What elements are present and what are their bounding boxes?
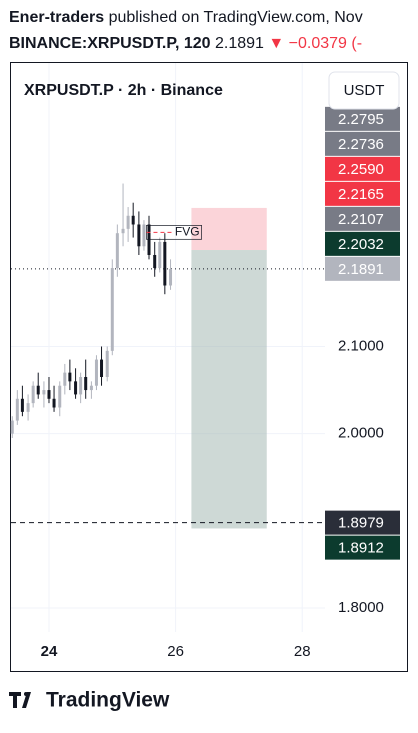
brand: TradingView xyxy=(46,689,170,712)
price-label-bg xyxy=(325,535,400,560)
price-label-bg xyxy=(325,131,400,156)
price-label: 2.2107 xyxy=(338,211,384,228)
candle-body xyxy=(100,359,104,378)
candle-body xyxy=(20,398,24,412)
y-tick-label: 2.1000 xyxy=(338,337,384,354)
candle-body xyxy=(52,398,56,408)
candle-body xyxy=(79,377,83,395)
candle-body xyxy=(105,350,109,378)
y-tick-label: 1.8000 xyxy=(338,599,384,616)
price-label-bg xyxy=(325,181,400,206)
candle-body xyxy=(26,403,30,412)
symbol-line: BINANCE:XRPUSDT.P, 120 2.1891 ▼ −0.0379 … xyxy=(9,35,362,52)
header-line: Ener-traders published on TradingView.co… xyxy=(9,9,363,26)
x-tick-label: 26 xyxy=(167,643,184,660)
price-label: 2.2736 xyxy=(338,136,384,153)
candle-body xyxy=(142,224,146,247)
x-tick-label: 28 xyxy=(294,643,311,660)
logo xyxy=(9,692,31,708)
symbol: BINANCE:XRPUSDT.P, 120 xyxy=(9,35,211,52)
candle-body xyxy=(94,359,98,386)
candle-body xyxy=(15,398,19,421)
candle-body xyxy=(121,228,125,234)
candle-body xyxy=(153,254,157,269)
price: 2.1891 xyxy=(215,35,264,52)
candle-body xyxy=(163,241,167,286)
candle-body xyxy=(131,215,135,225)
candle-body xyxy=(68,372,72,382)
candle-body xyxy=(115,233,119,269)
candle-body xyxy=(58,385,62,408)
candle-body xyxy=(47,390,51,399)
candle-body xyxy=(74,381,78,395)
candle-body xyxy=(169,268,173,286)
candle-body xyxy=(63,372,67,386)
target-zone xyxy=(191,250,267,529)
author: Ener-traders xyxy=(9,9,104,26)
price-label: 2.1891 xyxy=(338,261,384,278)
fvg-label: FVG xyxy=(175,225,200,239)
price-label: 2.2032 xyxy=(338,236,384,253)
candle-body xyxy=(42,390,46,395)
candle-body xyxy=(10,420,14,434)
chart-title: XRPUSDT.P · 2h · Binance xyxy=(24,82,223,99)
price-label: 2.2590 xyxy=(338,161,384,178)
change: ▼ −0.0379 (- xyxy=(268,35,362,52)
price-label-bg xyxy=(325,256,400,281)
price-label: 1.8912 xyxy=(338,540,384,557)
price-label-bg xyxy=(325,510,400,535)
candle-body xyxy=(36,385,40,395)
x-tick-label: 24 xyxy=(41,643,58,660)
candle-body xyxy=(158,241,162,269)
currency[interactable]: USDT xyxy=(344,82,385,99)
candle-body xyxy=(110,268,114,351)
stop-zone xyxy=(191,207,267,251)
price-label: 2.2795 xyxy=(338,111,384,128)
price-label-bg xyxy=(325,206,400,231)
currency-button[interactable] xyxy=(328,71,400,110)
candle-body xyxy=(126,215,130,229)
price-label-bg xyxy=(325,156,400,181)
candle-body xyxy=(137,224,141,247)
candle-body xyxy=(147,224,151,255)
candle-body xyxy=(31,385,35,404)
price-label: 1.8979 xyxy=(338,515,384,532)
price-label: 2.2165 xyxy=(338,186,384,203)
candle-body xyxy=(89,385,93,391)
price-label-bg xyxy=(325,106,400,131)
y-tick-label: 2.0000 xyxy=(338,425,384,442)
price-label-bg xyxy=(325,231,400,256)
candle-body xyxy=(84,377,88,391)
published: published on TradingView.com, Nov xyxy=(109,9,363,26)
